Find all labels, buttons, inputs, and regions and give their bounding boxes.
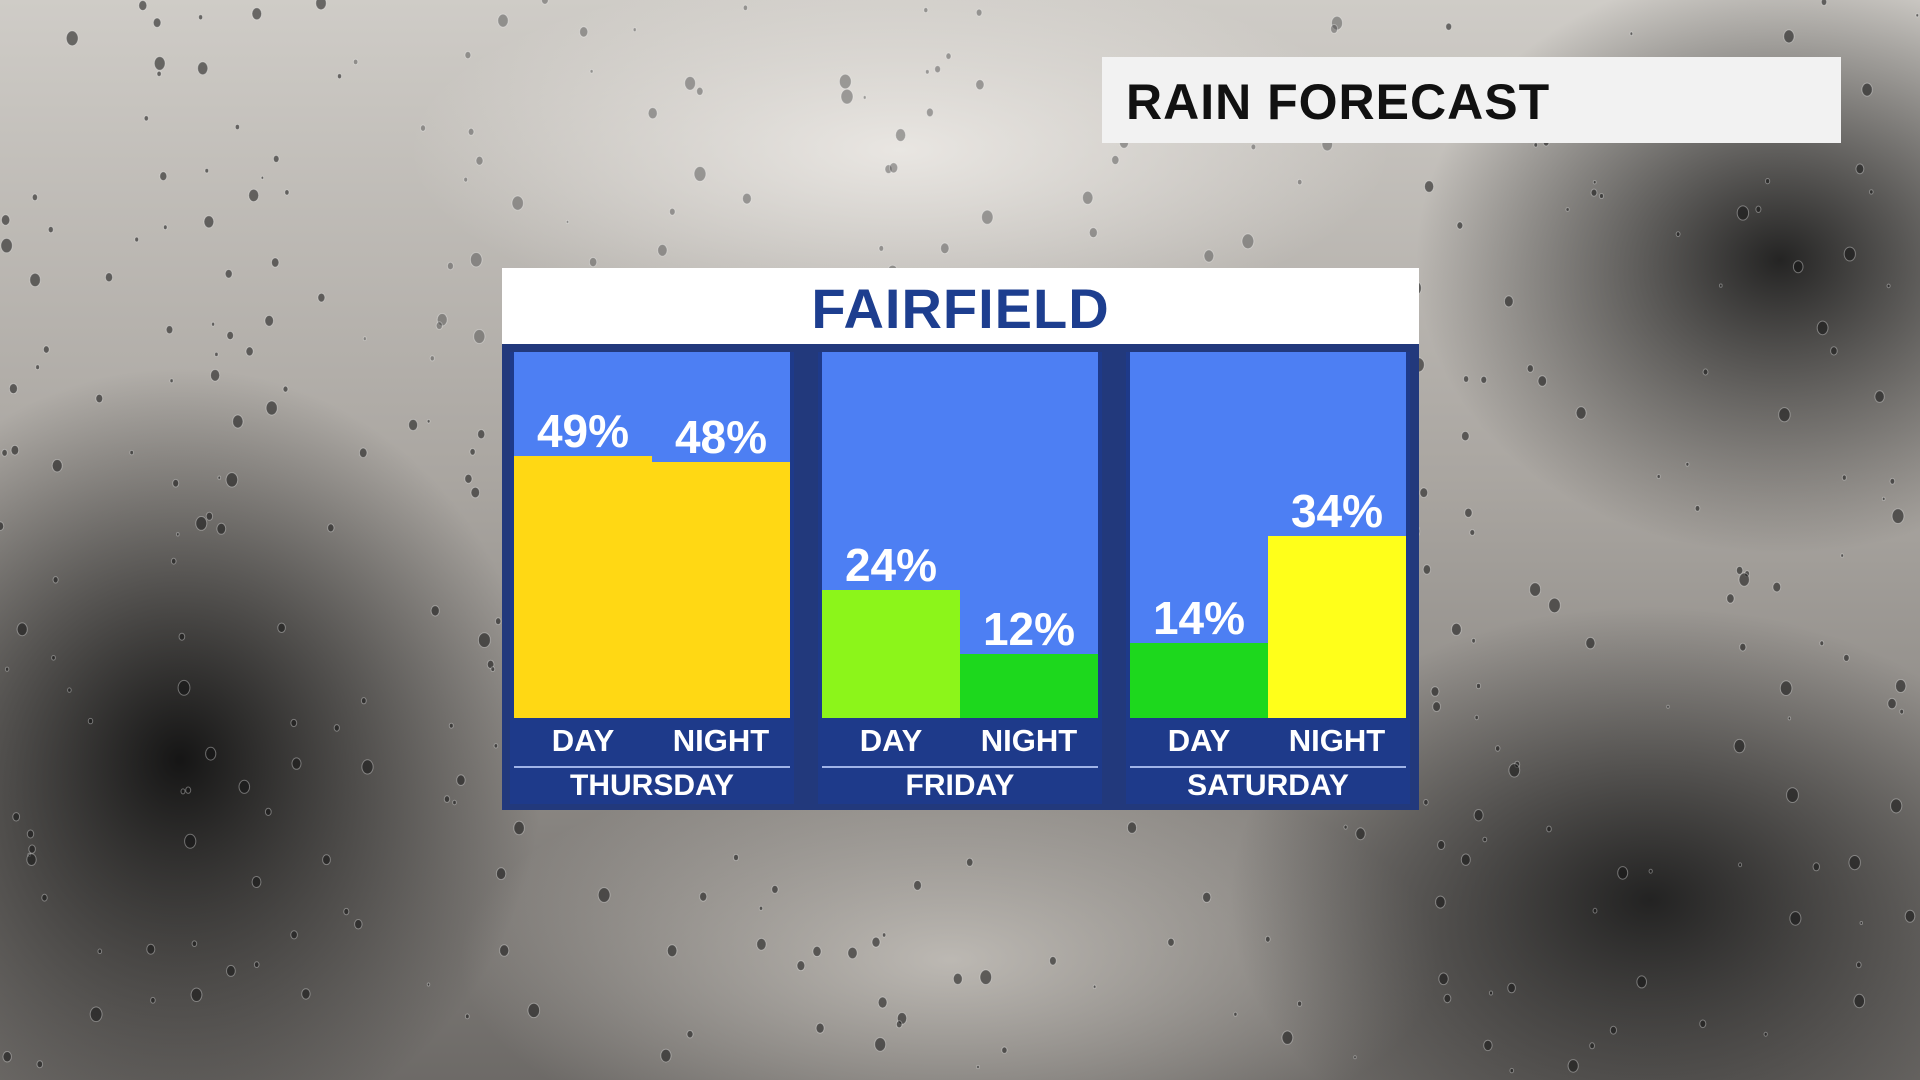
plot-area: 24% 12% <box>822 352 1098 718</box>
bar-friday-day <box>822 590 960 718</box>
bar-thursday-night <box>652 462 790 718</box>
day-column-saturday: 14% 34% DAY NIGHT SATURDAY <box>1126 352 1410 804</box>
day-column-thursday: 49% 48% DAY NIGHT THURSDAY <box>510 352 794 804</box>
page-title: RAIN FORECAST <box>1126 74 1551 130</box>
title-banner: RAIN FORECAST <box>1102 57 1841 143</box>
bar-value-label: 48% <box>674 411 768 463</box>
bar-friday-night <box>960 654 1098 718</box>
day-column-friday: 24% 12% DAY NIGHT FRIDAY <box>818 352 1102 804</box>
location-title: FAIRFIELD <box>811 277 1110 340</box>
period-label: DAY <box>551 723 615 758</box>
period-label: NIGHT <box>980 723 1078 758</box>
period-label: NIGHT <box>1288 723 1386 758</box>
bar-value-label: 24% <box>844 539 938 591</box>
bar-value-label: 12% <box>982 603 1076 655</box>
bar-saturday-night <box>1268 536 1406 718</box>
day-label: THURSDAY <box>514 766 790 804</box>
period-label: NIGHT <box>672 723 770 758</box>
location-header: FAIRFIELD <box>502 268 1419 344</box>
day-label: FRIDAY <box>822 766 1098 804</box>
rain-chance-chart: 49% 48% DAY NIGHT THURSDAY 24% 12% DAY NIGHT FRID… <box>502 344 1419 810</box>
plot-area: 49% 48% <box>514 352 790 718</box>
bar-value-label: 49% <box>536 405 630 457</box>
bar-thursday-day <box>514 456 652 718</box>
period-label: DAY <box>859 723 923 758</box>
bar-value-label: 14% <box>1152 592 1246 644</box>
bar-saturday-day <box>1130 643 1268 718</box>
plot-area: 14% 34% <box>1130 352 1406 718</box>
period-label: DAY <box>1167 723 1231 758</box>
day-label: SATURDAY <box>1130 766 1406 804</box>
bar-value-label: 34% <box>1290 485 1384 537</box>
